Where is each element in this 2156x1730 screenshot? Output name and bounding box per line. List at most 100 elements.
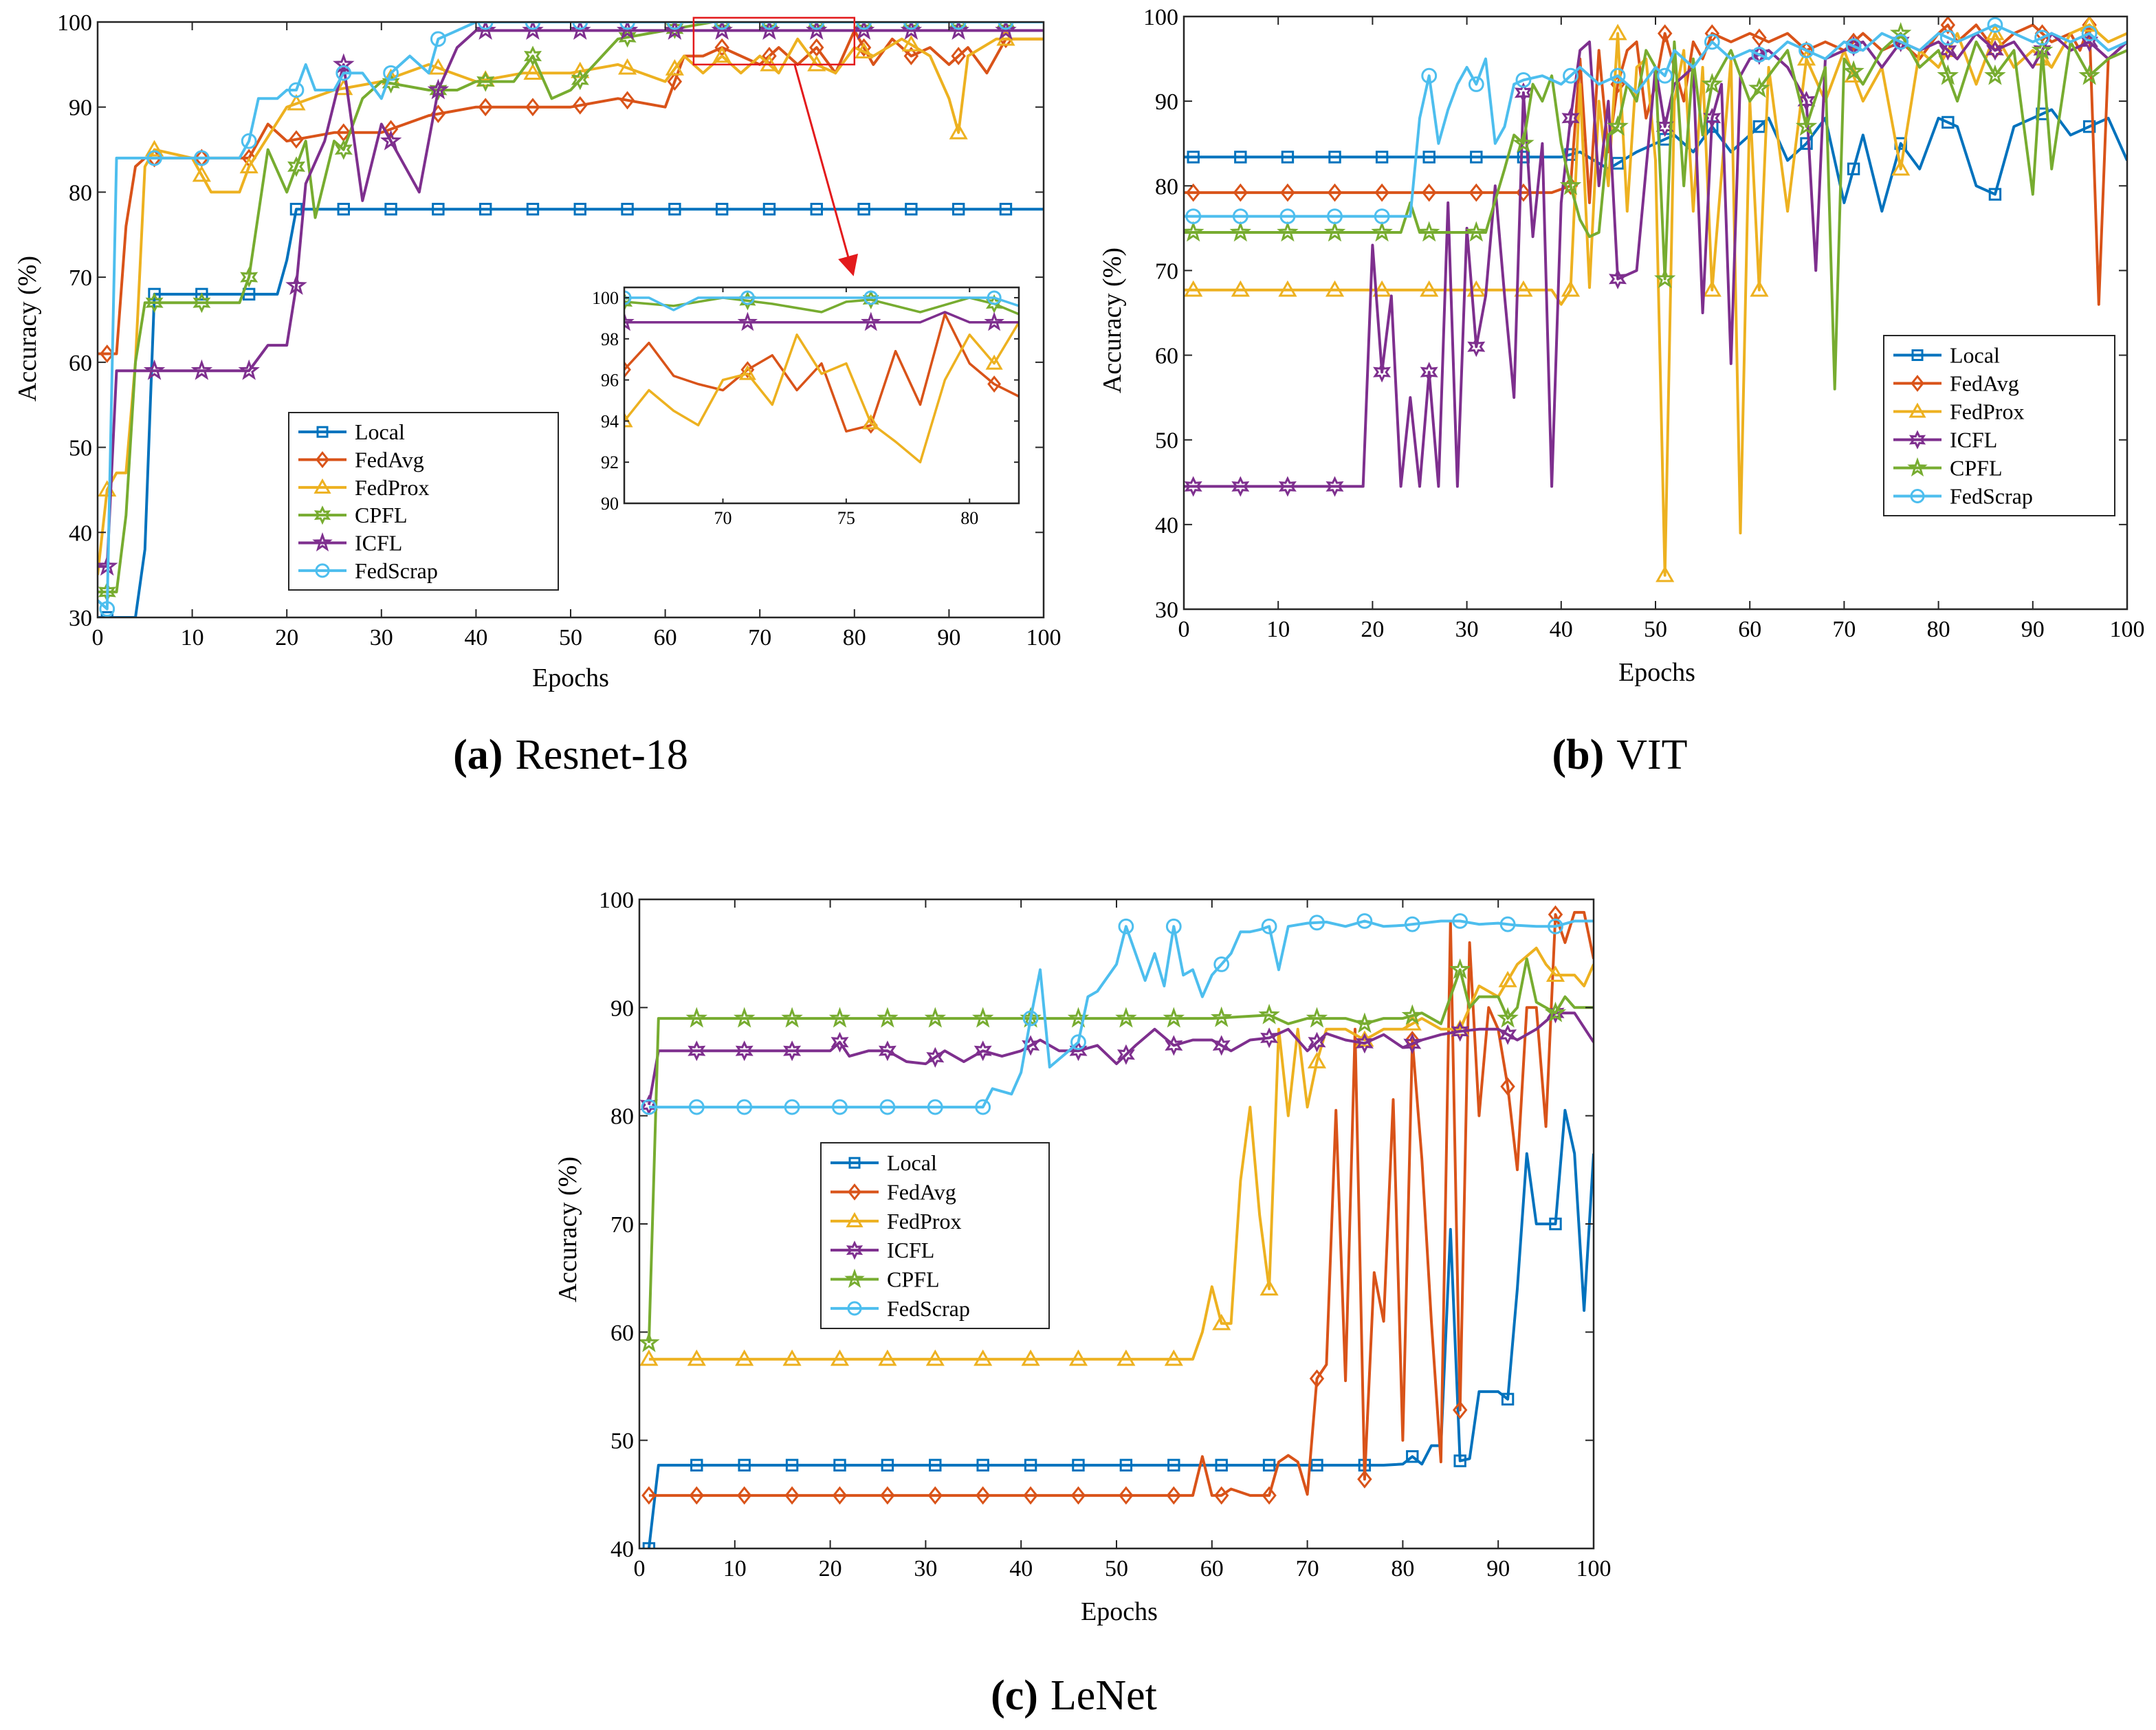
panel-c-xlabel: Epochs — [1081, 1597, 1158, 1626]
panel-a-inset-ytick-label: 100 — [592, 288, 619, 308]
panel-c-marker-fedprox — [974, 1349, 993, 1366]
panel-a-inset-series-icfl — [624, 311, 1019, 324]
panel-c-marker-fedprox — [830, 1349, 850, 1366]
panel-a-legend-label-fedscrap: FedScrap — [355, 558, 438, 583]
panel-a-marker-icfl — [947, 22, 969, 40]
panel-c-xtick-label: 30 — [914, 1556, 937, 1581]
panel-c-legend-label-icfl: ICFL — [887, 1238, 934, 1262]
panel-a-xtick-label: 70 — [748, 625, 771, 650]
panel-c-marker-cpfl — [828, 1007, 851, 1028]
panel-a-marker-fedscrap — [241, 133, 257, 149]
panel-a-marker-local — [668, 202, 681, 216]
panel-a-marker-fedscrap — [146, 150, 162, 166]
panel-b-series-fedscrap — [1184, 23, 2127, 218]
panel-a-inset-ytick-label: 92 — [601, 452, 619, 472]
panel-c-series-cpfl — [647, 957, 1594, 1344]
panel-a-marker-fedprox — [476, 70, 495, 87]
panel-a-xtick-label: 90 — [937, 625, 960, 650]
panel-a-legend-label-fedavg: FedAvg — [355, 448, 424, 472]
panel-b-marker-cpfl — [1323, 221, 1346, 242]
panel-a-ytick-label: 60 — [69, 351, 92, 376]
panel-b-marker-cpfl — [1418, 221, 1440, 242]
panel-c-marker-cpfl — [971, 1007, 994, 1028]
panel-c-marker-local — [1167, 1458, 1180, 1472]
panel-a-marker-fedavg — [856, 38, 872, 57]
panel-b-marker-cpfl — [1371, 221, 1393, 242]
panel-b-xlabel: Epochs — [1618, 658, 1695, 687]
panel-b-legend-label-fedavg: FedAvg — [1950, 371, 2019, 396]
panel-c-ytick-label: 40 — [610, 1537, 634, 1562]
panel-a-marker-fedprox — [854, 42, 874, 59]
panel-c-ytick-label: 50 — [610, 1429, 634, 1454]
panel-c-marker-local — [1215, 1458, 1228, 1472]
panel-c-caption-text: LeNet — [1050, 1672, 1157, 1719]
panel-c-marker-fedscrap — [1548, 918, 1563, 934]
panel-b-marker-icfl — [1514, 82, 1532, 103]
panel-c-marker-fedavg — [1262, 1486, 1277, 1505]
panel-a-marker-fedscrap — [619, 22, 635, 30]
panel-b-marker-fedscrap — [1845, 38, 1862, 54]
panel-b-marker-fedscrap — [2081, 25, 2098, 42]
panel-c-marker-cpfl — [1354, 1012, 1376, 1033]
panel-b-marker-local — [1328, 151, 1341, 164]
panel-a-marker-cpfl — [240, 267, 258, 288]
panel-b-marker-fedavg — [1185, 183, 1201, 202]
panel-b-marker-fedprox — [1372, 280, 1392, 297]
panel-a-marker-fedscrap — [430, 31, 446, 47]
panel-c-marker-fedavg — [1405, 1031, 1420, 1049]
panel-c-marker-icfl — [1022, 1035, 1040, 1056]
panel-c-marker-icfl — [1355, 1033, 1374, 1054]
panel-a-marker-local — [857, 202, 870, 216]
panel-b-xtick-label: 90 — [2021, 617, 2045, 642]
panel-a-marker-fedscrap — [525, 22, 541, 30]
panel-a-marker-icfl — [806, 22, 828, 40]
panel-a-marker-fedscrap — [950, 22, 967, 30]
panel-a-marker-cpfl — [334, 139, 353, 160]
panel-c-marker-icfl — [830, 1031, 849, 1053]
panel-a-marker-local — [621, 202, 634, 216]
panel-b-ytick-label: 90 — [1155, 89, 1178, 115]
panel-c-marker-icfl — [1212, 1035, 1231, 1056]
panel-a-marker-fedscrap — [477, 22, 494, 30]
panel-c-marker-fedavg — [689, 1486, 705, 1505]
panel-b-marker-fedscrap — [1468, 76, 1484, 92]
panel-a-xtick-label: 100 — [1026, 625, 1062, 650]
panel-a-marker-fedscrap — [193, 150, 210, 166]
panel-a-xtick-label: 30 — [370, 625, 393, 650]
panel-c-marker-local — [1406, 1450, 1419, 1463]
panel-b-marker-fedscrap — [1798, 42, 1814, 58]
panel-b-xtick-label: 60 — [1738, 617, 1761, 642]
panel-a-legend-marker-fedscrap — [315, 563, 330, 578]
panel-b-xtick-label: 70 — [1832, 617, 1856, 642]
panel-a-inset-ytick-label: 98 — [601, 329, 619, 349]
panel-a-inset-marker-fedprox — [738, 364, 756, 380]
panel-c-legend-marker-icfl — [846, 1240, 864, 1260]
panel-a-marker-icfl — [852, 22, 875, 40]
panel-c-marker-fedprox — [1021, 1349, 1040, 1366]
panel-a-marker-fedprox — [523, 63, 542, 80]
panel-a-marker-cpfl — [571, 69, 589, 91]
panel-a-marker-icfl — [711, 22, 733, 40]
panel-a-marker-local — [384, 202, 397, 216]
panel-a-inset-marker-fedprox — [624, 412, 633, 428]
panel-c-marker-fedavg — [1452, 1401, 1468, 1420]
panel-c-marker-fedprox — [1307, 1051, 1327, 1069]
panel-b-marker-fedprox — [1750, 280, 1769, 297]
panel-b-marker-local — [1752, 120, 1766, 133]
panel-c-legend-marker-fedprox — [846, 1212, 864, 1227]
panel-b-marker-cpfl — [1984, 64, 2006, 85]
panel-a-marker-icfl — [380, 129, 402, 151]
panel-c-marker-fedavg — [975, 1486, 991, 1505]
panel-c-marker-fedavg — [1500, 1077, 1515, 1096]
panel-c-marker-fedscrap — [1404, 916, 1420, 932]
panel-a-marker-icfl — [900, 22, 923, 40]
panel-a-marker-icfl — [663, 22, 686, 40]
panel-a-marker-fedavg — [478, 98, 493, 117]
panel-b-marker-local — [1234, 151, 1247, 164]
panel-c-legend: Local FedAvg FedProx ICFL CPFL FedScrap — [820, 1142, 1050, 1329]
panel-b-ticks: 0 10 20 30 40 50 60 70 80 90 100 30 40 50 60 70 80 90 100 — [1143, 5, 2145, 642]
panel-a-marker-fedprox — [760, 54, 779, 72]
panel-a-inset-series-cpfl — [624, 296, 1019, 316]
panel-a-marker-fedavg — [100, 344, 115, 363]
panel-a-marker-fedscrap — [288, 82, 305, 98]
